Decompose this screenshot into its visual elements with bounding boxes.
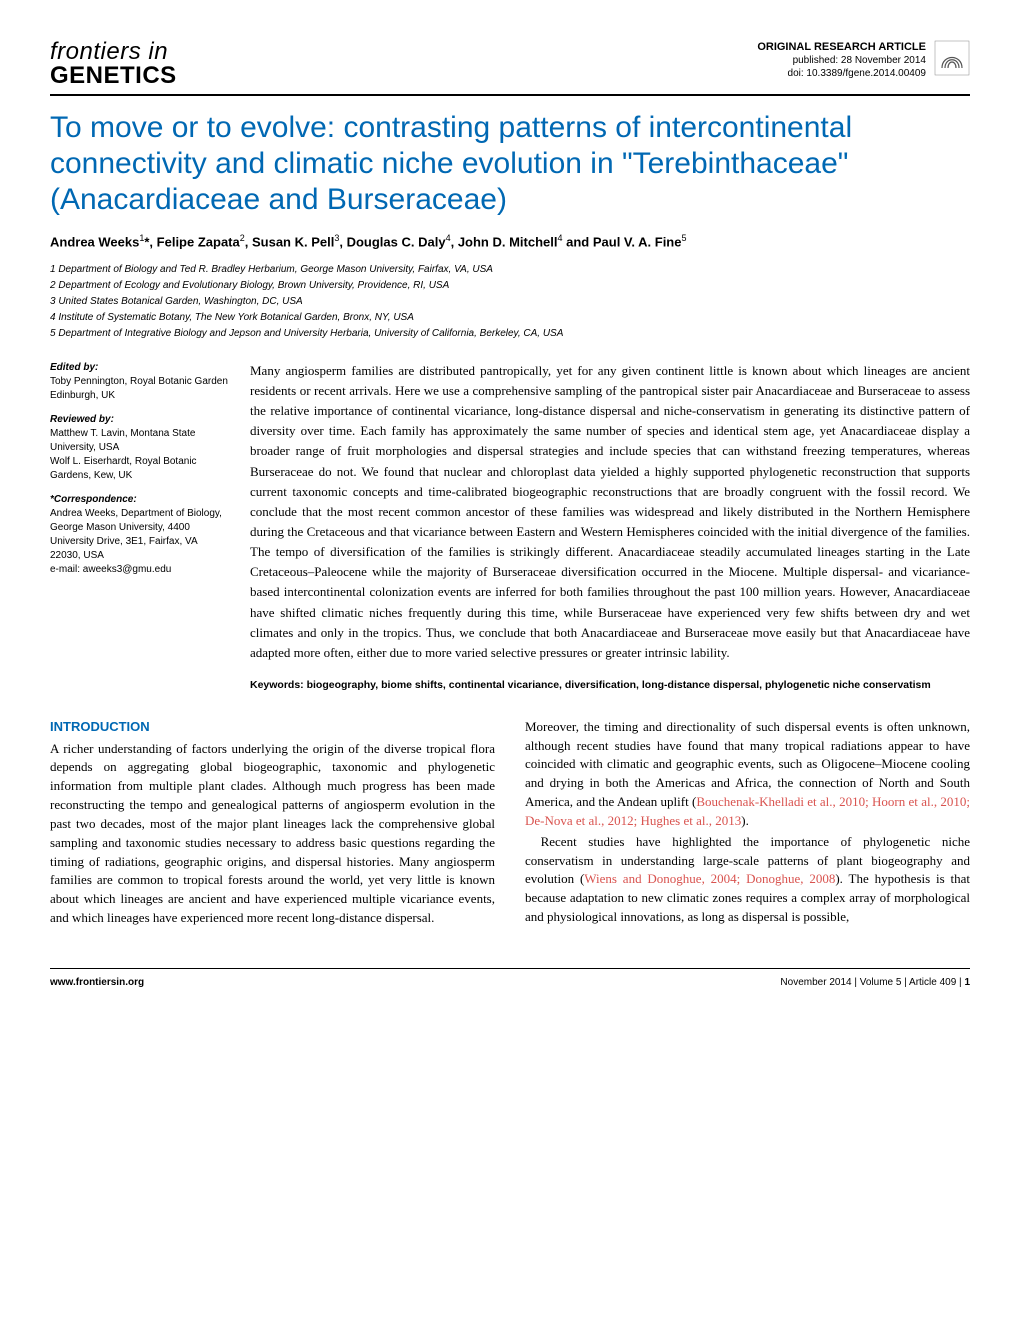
section-heading-introduction: INTRODUCTION bbox=[50, 718, 495, 737]
published-date: published: 28 November 2014 bbox=[757, 54, 926, 67]
affiliation: 1 Department of Biology and Ted R. Bradl… bbox=[50, 262, 970, 277]
affiliation: 3 United States Botanical Garden, Washin… bbox=[50, 294, 970, 309]
citation[interactable]: Wiens and Donoghue, 2004; Donoghue, 2008 bbox=[584, 871, 835, 886]
body-text: INTRODUCTION A richer understanding of f… bbox=[50, 718, 970, 928]
page-number: 1 bbox=[964, 977, 970, 988]
affiliations-list: 1 Department of Biology and Ted R. Bradl… bbox=[50, 262, 970, 341]
journal-name-line2: GENETICS bbox=[50, 64, 177, 88]
intro-paragraph: Moreover, the timing and directionality … bbox=[525, 718, 970, 831]
edited-by-name: Toby Pennington, Royal Botanic Garden Ed… bbox=[50, 375, 230, 403]
intro-paragraph: Recent studies have highlighted the impo… bbox=[525, 833, 970, 927]
abstract-block: Edited by: Toby Pennington, Royal Botani… bbox=[50, 361, 970, 694]
correspondence-section: *Correspondence: Andrea Weeks, Departmen… bbox=[50, 493, 230, 577]
doi: doi: 10.3389/fgene.2014.00409 bbox=[757, 67, 926, 80]
intro-paragraph: A richer understanding of factors underl… bbox=[50, 741, 495, 926]
correspondence-email: e-mail: aweeks3@gmu.edu bbox=[50, 563, 230, 577]
journal-brand: frontiers in GENETICS bbox=[50, 40, 177, 88]
footer-citation-text: November 2014 | Volume 5 | Article 409 | bbox=[780, 977, 964, 988]
author-list: Andrea Weeks1*, Felipe Zapata2, Susan K.… bbox=[50, 232, 970, 252]
affiliation: 2 Department of Ecology and Evolutionary… bbox=[50, 278, 970, 293]
edited-by-label: Edited by: bbox=[50, 361, 230, 375]
footer-citation: November 2014 | Volume 5 | Article 409 |… bbox=[780, 975, 970, 990]
affiliation: 4 Institute of Systematic Botany, The Ne… bbox=[50, 310, 970, 325]
body-column-left: INTRODUCTION A richer understanding of f… bbox=[50, 718, 495, 928]
abstract-text: Many angiosperm families are distributed… bbox=[250, 361, 970, 694]
reviewed-by-label: Reviewed by: bbox=[50, 413, 230, 427]
correspondence-address: Andrea Weeks, Department of Biology, Geo… bbox=[50, 507, 230, 563]
page-footer: www.frontiersin.org November 2014 | Volu… bbox=[50, 968, 970, 990]
correspondence-label: *Correspondence: bbox=[50, 493, 230, 507]
fingerprint-icon bbox=[934, 40, 970, 76]
abstract-body: Many angiosperm families are distributed… bbox=[250, 363, 970, 660]
header-meta-block: ORIGINAL RESEARCH ARTICLE published: 28 … bbox=[757, 40, 970, 80]
editorial-sidebar: Edited by: Toby Pennington, Royal Botani… bbox=[50, 361, 230, 694]
header-meta-text: ORIGINAL RESEARCH ARTICLE published: 28 … bbox=[757, 40, 926, 80]
reviewer-name: Wolf L. Eiserhardt, Royal Botanic Garden… bbox=[50, 455, 230, 483]
journal-name-line1: frontiers in bbox=[50, 40, 177, 64]
body-column-right: Moreover, the timing and directionality … bbox=[525, 718, 970, 928]
reviewer-name: Matthew T. Lavin, Montana State Universi… bbox=[50, 427, 230, 455]
body-text-run: ). bbox=[741, 813, 749, 828]
email-address[interactable]: aweeks3@gmu.edu bbox=[83, 564, 172, 575]
affiliation: 5 Department of Integrative Biology and … bbox=[50, 326, 970, 341]
page-header: frontiers in GENETICS ORIGINAL RESEARCH … bbox=[50, 40, 970, 96]
article-title: To move or to evolve: contrasting patter… bbox=[50, 110, 970, 218]
footer-url[interactable]: www.frontiersin.org bbox=[50, 975, 144, 990]
reviewed-by-section: Reviewed by: Matthew T. Lavin, Montana S… bbox=[50, 413, 230, 483]
article-type: ORIGINAL RESEARCH ARTICLE bbox=[757, 40, 926, 54]
keywords: Keywords: biogeography, biome shifts, co… bbox=[250, 677, 970, 694]
edited-by-section: Edited by: Toby Pennington, Royal Botani… bbox=[50, 361, 230, 403]
email-label: e-mail: bbox=[50, 564, 83, 575]
